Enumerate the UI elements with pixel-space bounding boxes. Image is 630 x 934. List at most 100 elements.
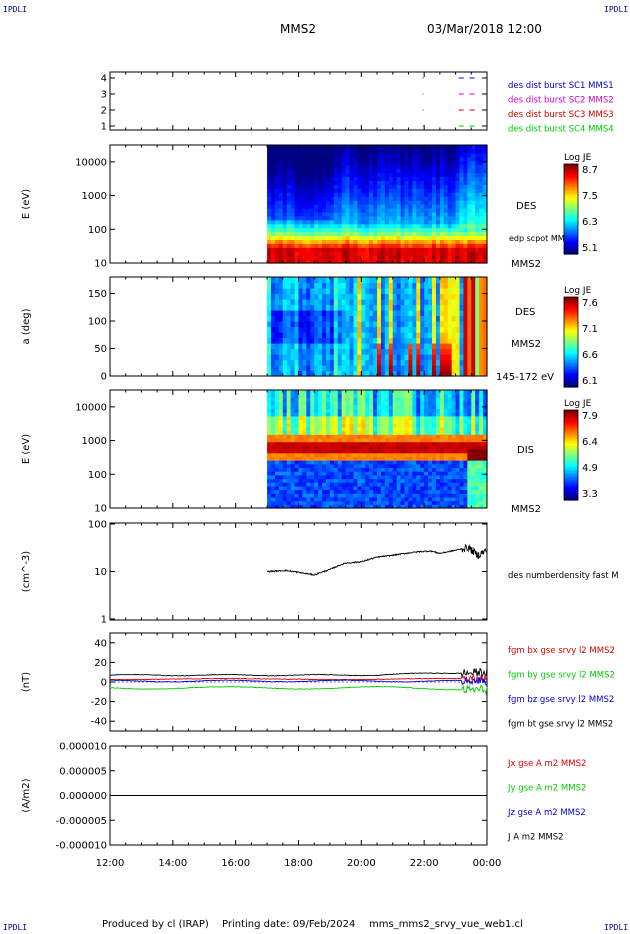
- dis_energy-colorbar-segment: [564, 475, 578, 479]
- dis_energy-heat-cell: [365, 430, 370, 435]
- dis_energy-heat-cell: [447, 489, 453, 494]
- des_energy-heat-cell: [373, 148, 378, 154]
- des_pitch-heat-cell: [306, 326, 311, 333]
- dis_energy-heat-cell: [333, 404, 339, 410]
- des_pitch-heat-cell: [337, 326, 343, 333]
- des_energy-heat-cell: [333, 184, 339, 189]
- plot-datetime: 03/Mar/2018 12:00: [427, 22, 542, 36]
- des_energy-heat-cell: [479, 184, 484, 189]
- des_energy-heat-cell: [435, 235, 441, 240]
- dis_energy-heat-cell: [310, 441, 315, 446]
- des_pitch-heat-cell: [341, 332, 347, 339]
- des_pitch-heat-cell: [333, 343, 339, 350]
- des_energy-heat-cell: [365, 184, 370, 189]
- dis_energy-heat-cell: [451, 504, 457, 509]
- des_pitch-heat-cell: [396, 310, 402, 317]
- des_energy-heat-cell: [408, 164, 413, 170]
- des_energy-heat-cell: [408, 145, 413, 150]
- dis_energy-heat-cell: [467, 452, 472, 457]
- des_energy-heat-cell: [322, 200, 327, 205]
- des_pitch-heat-cell: [424, 348, 429, 355]
- des_energy-heat-cell: [333, 145, 339, 150]
- des_energy-heat-cell: [479, 188, 484, 193]
- des_energy-heat-cell: [467, 259, 472, 264]
- dis_energy-heat-cell: [267, 415, 272, 421]
- footer-filename: mms_mms2_srvy_vue_web1.cl: [369, 919, 523, 930]
- des_pitch-colorbar-segment: [564, 315, 578, 318]
- des_pitch-heat-cell: [345, 359, 351, 366]
- des_energy-colorbar-segment: [564, 188, 578, 192]
- dis_energy-heat-cell: [278, 478, 284, 483]
- dis_energy-heat-cell: [392, 471, 398, 476]
- des_energy-heat-cell: [467, 176, 472, 181]
- dis_energy-heat-cell: [282, 485, 288, 491]
- dis_energy-heat-cell: [416, 471, 421, 476]
- des_energy-heat-cell: [274, 215, 280, 221]
- dis_energy-heat-cell: [274, 493, 280, 498]
- dis_energy-heat-cell: [369, 408, 374, 413]
- des_pitch-heat-cell: [365, 288, 370, 295]
- des_energy-heat-cell: [365, 255, 370, 260]
- des_energy-heat-cell: [310, 247, 315, 252]
- des_energy-heat-cell: [345, 235, 351, 240]
- des_pitch-heat-cell: [447, 304, 453, 311]
- dis_energy-heat-cell: [424, 404, 429, 410]
- dis_energy-heat-cell: [274, 496, 280, 502]
- des_energy-heat-cell: [274, 184, 280, 189]
- dis_energy-heat-cell: [314, 460, 319, 465]
- dis_energy-heat-cell: [361, 471, 366, 476]
- des_energy-heat-cell: [377, 184, 382, 189]
- des_pitch-heat-cell: [388, 337, 394, 344]
- dis_energy-heat-cell: [341, 404, 347, 410]
- des_energy-heat-cell: [459, 219, 465, 225]
- dis_energy-heat-cell: [365, 408, 370, 413]
- des_energy-heat-cell: [471, 247, 476, 252]
- des_energy-heat-cell: [333, 235, 339, 240]
- des_energy-heat-cell: [432, 160, 437, 166]
- des_energy-heat-cell: [459, 145, 465, 150]
- dis_energy-heat-cell: [357, 441, 362, 446]
- des_pitch-heat-cell: [467, 315, 472, 322]
- des_pitch-heat-cell: [278, 304, 284, 311]
- dis_energy-heat-cell: [404, 412, 410, 417]
- des_energy-heat-cell: [322, 188, 327, 193]
- des_pitch-heat-cell: [318, 326, 323, 333]
- des_pitch-heat-cell: [412, 288, 417, 295]
- des_energy-heat-cell: [345, 192, 351, 197]
- dis_energy-heat-cell: [286, 404, 292, 410]
- des_pitch-heat-cell: [435, 310, 441, 317]
- dis_energy-heat-cell: [459, 496, 465, 502]
- des_pitch-heat-cell: [333, 370, 339, 377]
- dis_energy-heat-cell: [459, 456, 465, 461]
- dis_energy-heat-cell: [408, 471, 413, 476]
- des_pitch-heat-cell: [337, 365, 343, 372]
- des_energy-heat-cell: [302, 188, 307, 193]
- des_energy-heat-cell: [329, 243, 335, 248]
- des_energy-heat-cell: [267, 196, 272, 201]
- dis_energy-heat-cell: [325, 404, 331, 410]
- des_energy-heat-cell: [451, 239, 457, 244]
- dis_energy-heat-cell: [483, 504, 488, 509]
- des_pitch-heat-cell: [271, 310, 276, 317]
- dis_energy-heat-cell: [353, 430, 359, 435]
- des_pitch-heat-cell: [267, 282, 272, 289]
- des_energy-heat-cell: [282, 215, 288, 221]
- des_pitch-heat-cell: [314, 332, 319, 339]
- dis_energy-heat-cell: [388, 445, 394, 450]
- dis_energy-heat-cell: [365, 463, 370, 469]
- dis_energy-heat-cell: [412, 460, 417, 465]
- des_pitch-heat-cell: [439, 343, 445, 350]
- dis_energy-heat-cell: [341, 456, 347, 461]
- des_energy-heat-cell: [388, 239, 394, 244]
- dis_energy-heat-cell: [483, 467, 488, 472]
- des_energy-heat-cell: [302, 145, 307, 150]
- des_energy-heat-cell: [408, 184, 413, 189]
- des_energy-heat-cell: [341, 188, 347, 193]
- des_pitch-heat-cell: [404, 321, 410, 328]
- dis_energy-heat-cell: [404, 423, 410, 428]
- dis_energy-heat-cell: [318, 482, 323, 487]
- dis_energy-heat-cell: [377, 441, 382, 446]
- des_energy-heat-cell: [333, 259, 339, 264]
- des_energy-heat-cell: [467, 148, 472, 154]
- dis_energy-heat-cell: [396, 489, 402, 494]
